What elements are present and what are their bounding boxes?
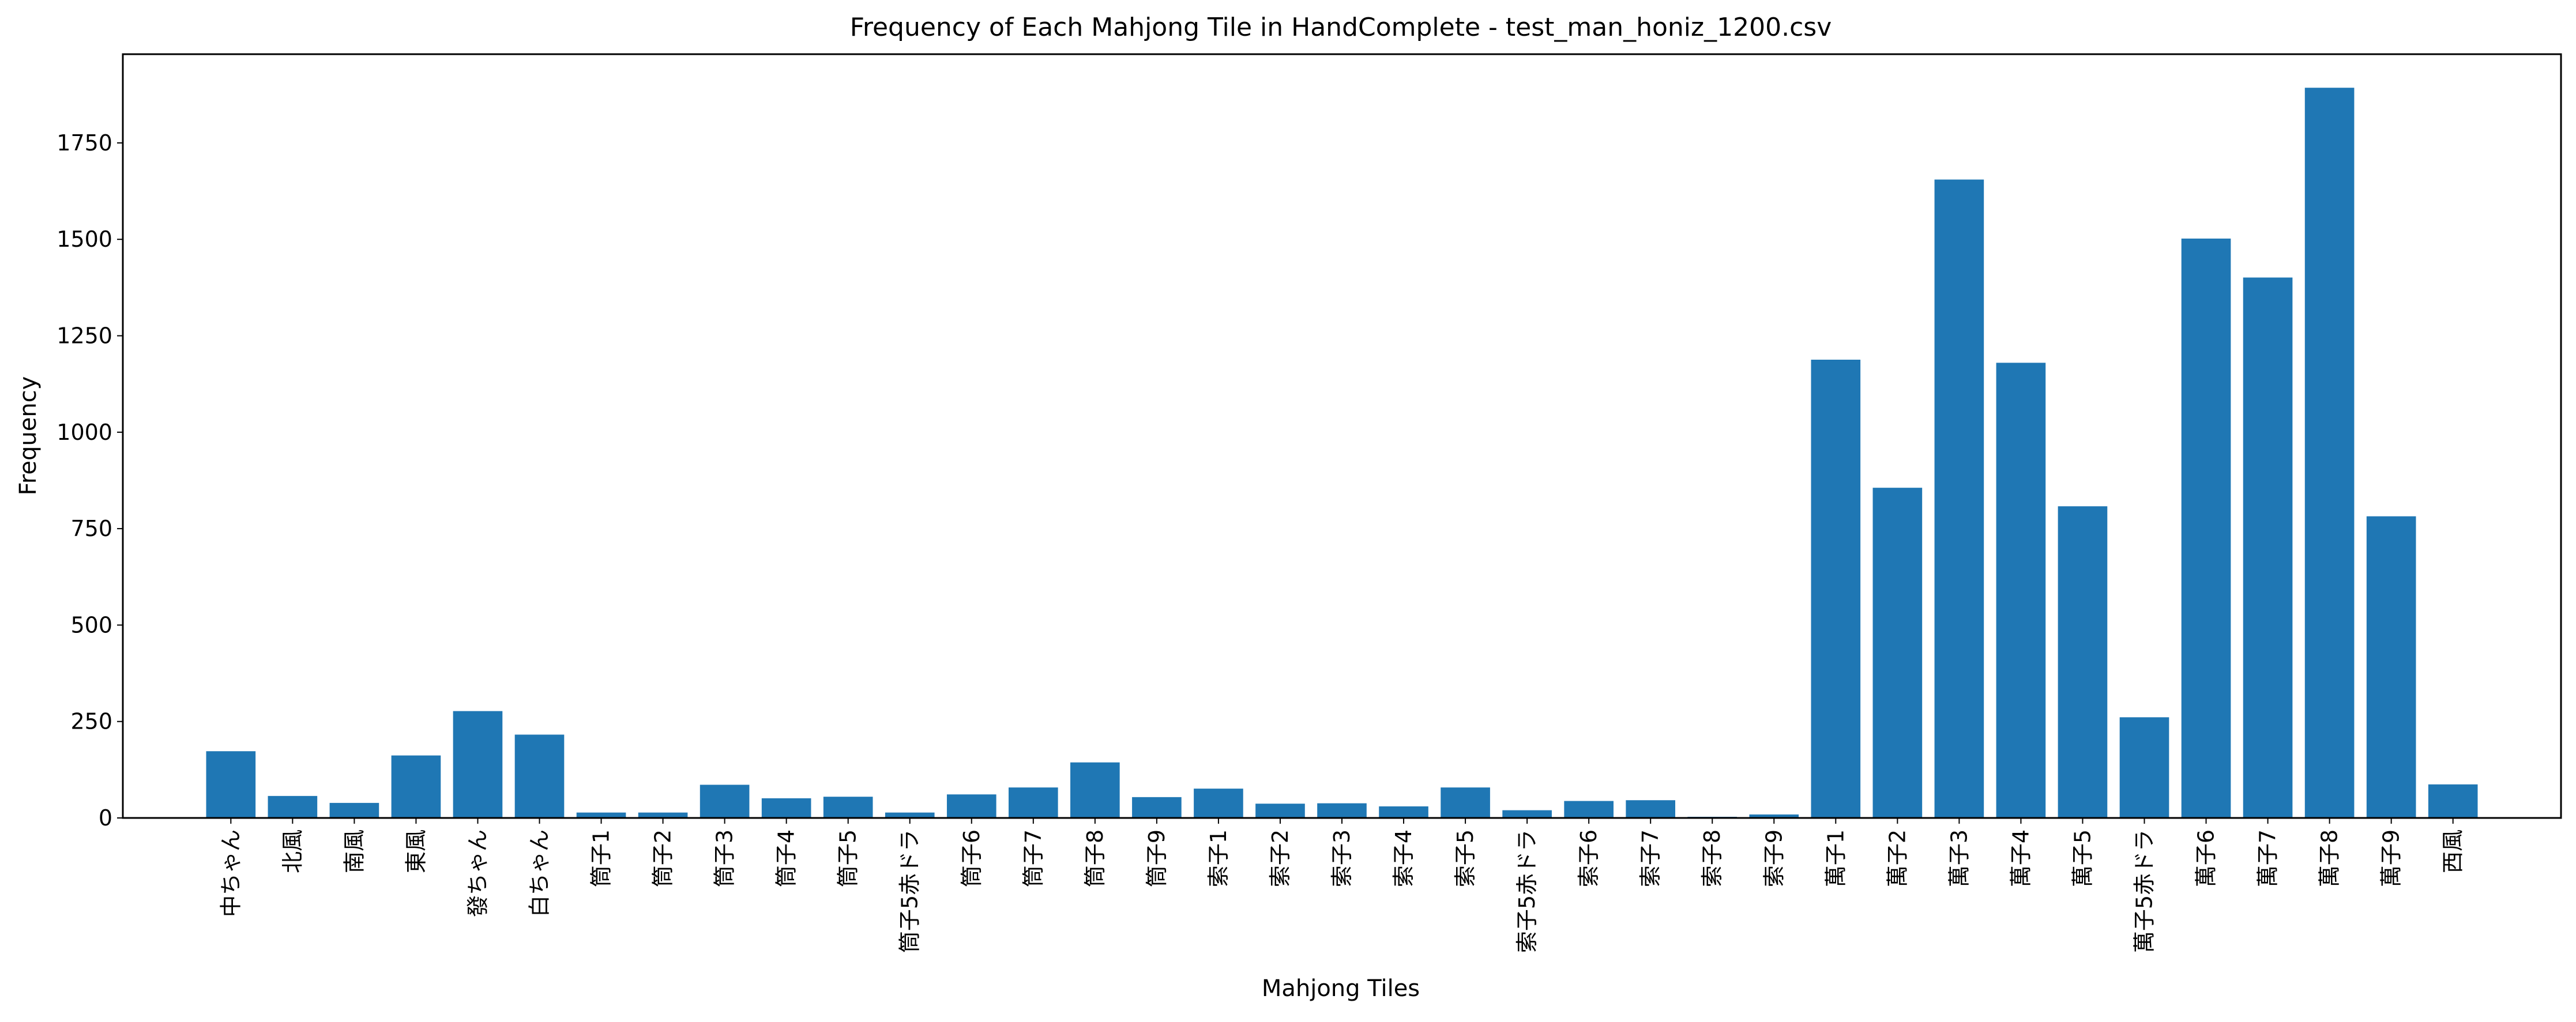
bar (1194, 789, 1243, 818)
x-tick-label: 萬子9 (2379, 829, 2404, 887)
bar (1317, 803, 1367, 818)
bar (2428, 784, 2478, 818)
bar (1811, 360, 1861, 818)
x-tick-label: 筒子2 (650, 829, 676, 887)
x-tick-label: 索子5 (1453, 829, 1478, 887)
bar (453, 711, 503, 818)
x-tick-label: 發ちゃん (465, 829, 490, 917)
x-tick-label: 筒子9 (1144, 829, 1169, 887)
x-tick-label: 索子1 (1206, 829, 1231, 887)
x-tick-label: 萬子6 (2194, 829, 2219, 887)
bar (1626, 800, 1675, 818)
x-tick-label: 索子5赤ドラ (1514, 829, 1540, 953)
bar (391, 755, 441, 818)
bar (638, 812, 688, 818)
x-tick-label: 萬子3 (1946, 829, 1972, 887)
y-tick-label: 1750 (57, 130, 112, 156)
y-tick-label: 750 (70, 516, 112, 541)
y-tick-label: 1500 (57, 227, 112, 252)
x-tick-label: 筒子8 (1082, 829, 1108, 887)
x-tick-label: 萬子8 (2317, 829, 2342, 887)
x-tick-label: 南風 (341, 829, 367, 873)
y-tick-label: 250 (70, 709, 112, 734)
bars-group (206, 88, 2478, 819)
bar (885, 812, 935, 818)
x-tick-label: 索子8 (1699, 829, 1725, 887)
bar (1749, 814, 1799, 818)
bar (1008, 787, 1058, 818)
bar (2366, 516, 2416, 818)
bar (2058, 506, 2108, 818)
x-tick-label: 筒子4 (774, 829, 799, 887)
bar (206, 751, 256, 818)
bar (1564, 801, 1614, 818)
bar (1379, 806, 1428, 818)
x-tick-label: 萬子2 (1885, 829, 1910, 887)
x-tick-label: 筒子5赤ドラ (897, 829, 923, 953)
x-tick-label: 索子7 (1638, 829, 1663, 887)
y-tick-label: 1000 (57, 420, 112, 445)
x-axis-label: Mahjong Tiles (1262, 975, 1420, 1002)
bar (514, 734, 565, 818)
bar (2243, 277, 2293, 819)
x-tick-label: 萬子4 (2008, 829, 2033, 887)
y-tick-label: 500 (70, 612, 112, 638)
bar (1502, 810, 1552, 818)
x-tick-label: 東風 (403, 829, 428, 873)
y-tick-label: 1250 (57, 323, 112, 349)
x-tick-label: 萬子5 (2070, 829, 2095, 887)
x-tick-label: 筒子1 (589, 829, 614, 887)
y-axis: 0 250 500 750 1000 1250 1500 1750 (57, 130, 123, 831)
bar (823, 797, 873, 818)
bar (1132, 797, 1182, 818)
bar (2181, 238, 2231, 818)
bar (1441, 787, 1490, 818)
x-tick-label: 萬子7 (2255, 829, 2281, 887)
bar (2304, 88, 2355, 819)
x-tick-label: 萬子1 (1823, 829, 1848, 887)
x-tick-label: 索子4 (1391, 829, 1416, 887)
bar (2119, 717, 2169, 818)
bar (576, 812, 626, 818)
x-tick-label: 北風 (280, 829, 305, 873)
x-tick-label: 索子2 (1268, 829, 1293, 887)
bar (700, 785, 750, 818)
x-tick-label: 索子9 (1761, 829, 1787, 887)
bar (1934, 179, 1984, 818)
x-tick-label: 索子6 (1576, 829, 1601, 887)
x-tick-label: 筒子3 (712, 829, 738, 887)
x-axis: 中ちゃん 北風 南風 東風 發ちゃん 白ちゃん 筒子1 筒子2 筒子3 筒子4 筒子5 筒子5赤ドラ 筒… (218, 818, 2466, 953)
x-tick-label: 索子3 (1329, 829, 1355, 887)
bar (946, 794, 996, 818)
x-tick-label: 西風 (2440, 829, 2466, 873)
x-tick-label: 白ちゃん (527, 829, 552, 917)
bar (1255, 804, 1305, 818)
x-tick-label: 萬子5赤ドラ (2131, 829, 2157, 953)
bar (761, 798, 811, 818)
bar (1996, 363, 2046, 818)
chart-title: Frequency of Each Mahjong Tile in HandCo… (850, 13, 1832, 42)
bar (1872, 488, 1923, 818)
x-tick-label: 筒子5 (836, 829, 861, 887)
bar (329, 802, 379, 818)
plot-frame (122, 53, 2562, 819)
y-tick-label: 0 (99, 805, 112, 831)
bar (268, 795, 318, 818)
x-tick-label: 筒子6 (959, 829, 984, 887)
x-tick-label: 筒子7 (1021, 829, 1046, 887)
x-tick-label: 中ちゃん (218, 829, 243, 917)
bar (1070, 762, 1120, 818)
y-axis-label: Frequency (15, 376, 42, 496)
